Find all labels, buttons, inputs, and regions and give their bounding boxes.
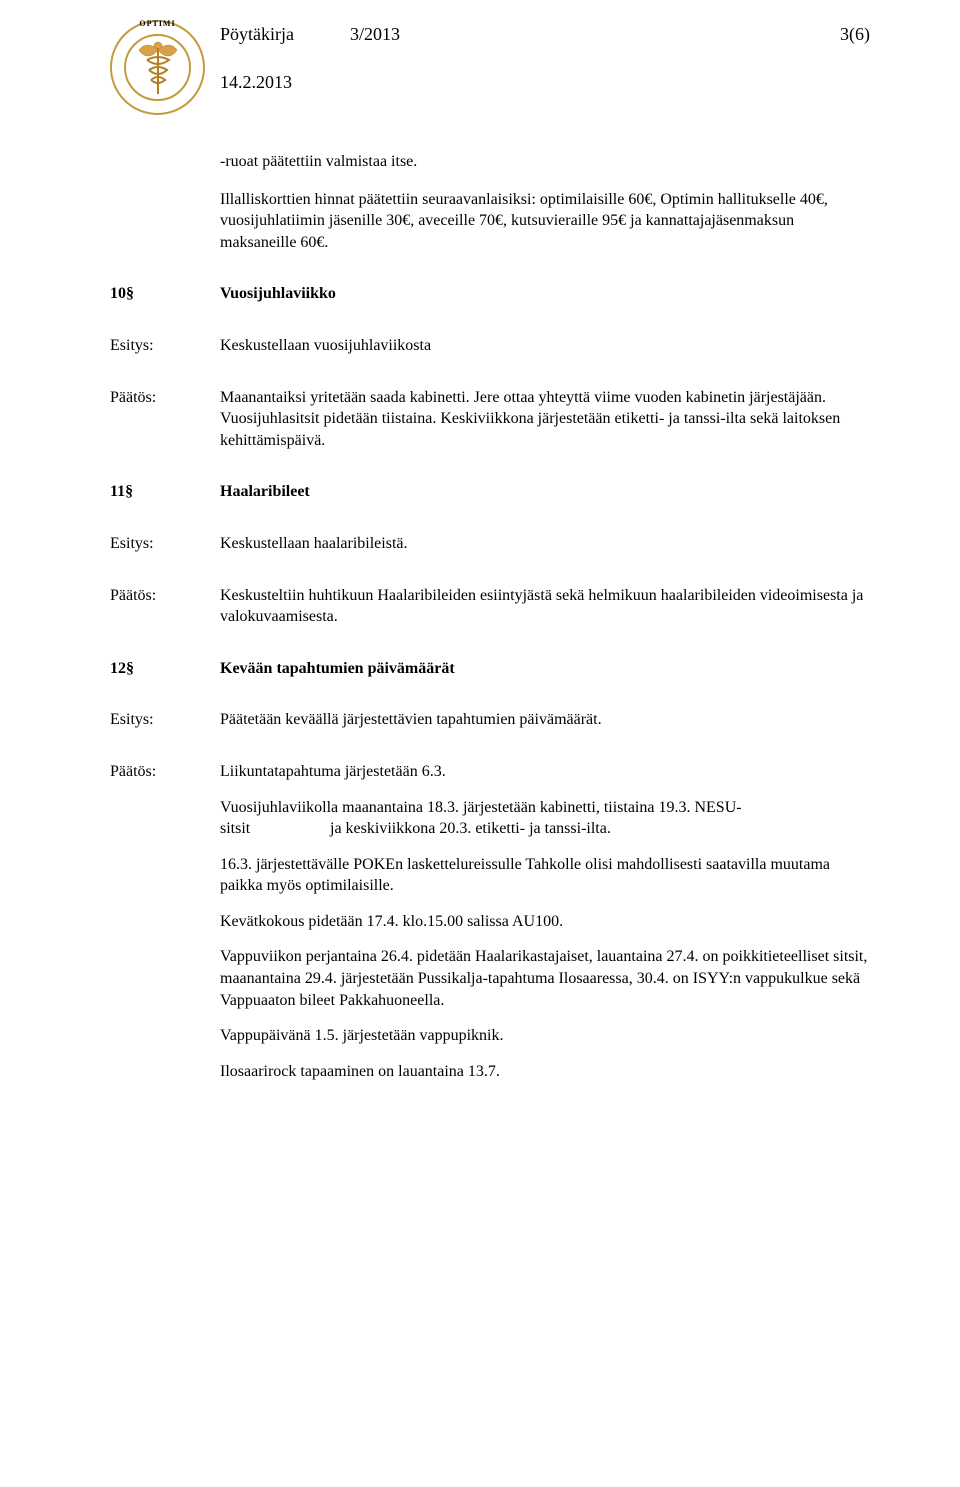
paatos-p2b-right: ja keskiviikkona 20.3. etiketti- ja tans…	[330, 820, 611, 837]
paatos-p4: Kevätkokous pidetään 17.4. klo.15.00 sal…	[220, 911, 870, 933]
section-title: Haalaribileet	[220, 481, 870, 503]
intro-p1: -ruoat päätettiin valmistaa itse.	[220, 151, 870, 173]
section-num: 12§	[110, 658, 220, 680]
caduceus-icon	[133, 40, 183, 96]
optimi-logo: OPTIMI	[110, 20, 205, 115]
section-12-heading: 12§ Kevään tapahtumien päivämäärät	[110, 658, 870, 680]
paatos-p1: Liikuntatapahtuma järjestetään 6.3.	[220, 761, 870, 783]
esitys-label: Esitys:	[110, 533, 220, 555]
section-12-esitys: Esitys: Päätetään keväällä järjestettävi…	[110, 709, 870, 731]
esitys-label: Esitys:	[110, 709, 220, 731]
paatos-text: Maanantaiksi yritetään saada kabinetti. …	[220, 387, 870, 452]
doc-date: 14.2.2013	[220, 70, 870, 94]
logo-top-text: OPTIMI	[110, 19, 205, 30]
paatos-p5: Vappuviikon perjantaina 26.4. pidetään H…	[220, 946, 870, 1011]
section-11-paatos: Päätös: Keskusteltiin huhtikuun Haalarib…	[110, 585, 870, 628]
paatos-list: Liikuntatapahtuma järjestetään 6.3. Vuos…	[220, 761, 870, 1097]
section-11-esitys: Esitys: Keskustellaan haalaribileistä.	[110, 533, 870, 555]
page-of: 3(6)	[840, 22, 870, 46]
esitys-label: Esitys:	[110, 335, 220, 357]
esitys-text: Keskustellaan haalaribileistä.	[220, 533, 870, 555]
section-11-heading: 11§ Haalaribileet	[110, 481, 870, 503]
paatos-p2: Vuosijuhlaviikolla maanantaina 18.3. jär…	[220, 797, 870, 840]
intro-p2: Illalliskorttien hinnat päätettiin seura…	[220, 189, 870, 254]
doc-type: Pöytäkirja	[220, 22, 350, 46]
section-10-esitys: Esitys: Keskustellaan vuosijuhlaviikosta	[110, 335, 870, 357]
section-12-paatos: Päätös: Liikuntatapahtuma järjestetään 6…	[110, 761, 870, 1097]
header-texts: Pöytäkirja 3/2013 3(6) 14.2.2013	[220, 20, 870, 95]
paatos-p6: Vappupäivänä 1.5. järjestetään vappupikn…	[220, 1025, 870, 1047]
section-10-paatos: Päätös: Maanantaiksi yritetään saada kab…	[110, 387, 870, 452]
section-title: Kevään tapahtumien päivämäärät	[220, 658, 870, 680]
paatos-p7: Ilosaarirock tapaaminen on lauantaina 13…	[220, 1061, 870, 1083]
header-line-1: Pöytäkirja 3/2013 3(6)	[220, 22, 870, 46]
paatos-p2a: Vuosijuhlaviikolla maanantaina 18.3. jär…	[220, 799, 742, 816]
doc-number: 3/2013	[350, 22, 840, 46]
logo-inner-ring	[124, 34, 191, 101]
esitys-text: Päätetään keväällä järjestettävien tapah…	[220, 709, 870, 731]
esitys-text: Keskustellaan vuosijuhlaviikosta	[220, 335, 870, 357]
header: OPTIMI	[110, 20, 870, 115]
page: OPTIMI	[0, 0, 960, 1487]
paatos-p2b-left: sitsit	[220, 818, 330, 840]
section-num: 10§	[110, 283, 220, 305]
section-10-heading: 10§ Vuosijuhlaviikko	[110, 283, 870, 305]
section-num: 11§	[110, 481, 220, 503]
paatos-label: Päätös:	[110, 585, 220, 607]
logo-wrap: OPTIMI	[110, 20, 220, 115]
section-title: Vuosijuhlaviikko	[220, 283, 870, 305]
paatos-label: Päätös:	[110, 761, 220, 783]
paatos-p3: 16.3. järjestettävälle POKEn laskettelur…	[220, 854, 870, 897]
paatos-label: Päätös:	[110, 387, 220, 409]
paatos-text: Keskusteltiin huhtikuun Haalaribileiden …	[220, 585, 870, 628]
intro-block: -ruoat päätettiin valmistaa itse. Illall…	[220, 151, 870, 253]
